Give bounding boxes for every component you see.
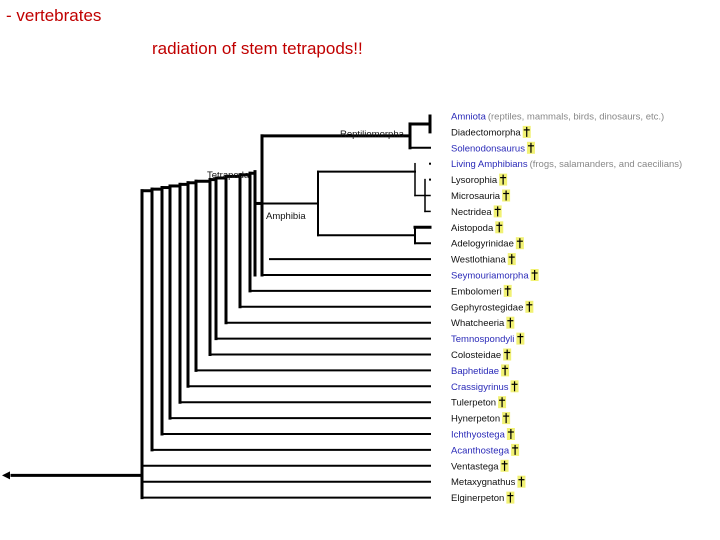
taxon-label-15: Colosteidae — [451, 350, 501, 361]
taxon-label-3: Living Amphibians — [451, 159, 528, 170]
taxon-label-4: Lysorophia — [451, 175, 498, 186]
taxon-label-23: Metaxygnathus — [451, 477, 516, 488]
slide-heading: - vertebrates — [6, 6, 102, 25]
clade-label-tetrapoda: Tetrapoda — [207, 170, 250, 181]
taxon-label-22: Ventastega — [451, 461, 499, 472]
clade-label-reptiliomorpha: Reptiliomorpha — [340, 129, 405, 140]
taxon-label-6: Nectridea — [451, 207, 492, 218]
taxon-label-5: Microsauria — [451, 191, 501, 202]
taxon-label-12: Gephyrostegidae — [451, 302, 523, 313]
taxon-label-9: Westlothiana — [451, 255, 506, 266]
taxon-label-14: Temnospondyli — [451, 334, 514, 345]
taxon-label-0: Amniota — [451, 112, 487, 123]
taxon-label-16: Baphetidae — [451, 366, 499, 377]
taxon-label-13: Whatcheeria — [451, 318, 505, 329]
root-arrow-icon — [2, 471, 10, 480]
taxon-label-11: Embolomeri — [451, 286, 502, 297]
taxon-note-0: (reptiles, mammals, birds, dinosaurs, et… — [488, 112, 664, 123]
taxon-label-21: Acanthostega — [451, 445, 510, 456]
clade-label-amphibia: Amphibia — [266, 211, 306, 222]
taxon-label-24: Elginerpeton — [451, 493, 504, 504]
taxon-label-17: Crassigyrinus — [451, 382, 509, 393]
taxon-label-8: Adelogyrinidae — [451, 239, 514, 250]
taxon-label-20: Ichthyostega — [451, 430, 506, 441]
slide-subtitle: radiation of stem tetrapods!! — [152, 39, 363, 58]
taxon-label-2: Solenodonsaurus — [451, 143, 525, 154]
taxon-label-18: Tulerpeton — [451, 398, 496, 409]
taxon-label-10: Seymouriamorpha — [451, 271, 529, 282]
taxon-label-19: Hynerpeton — [451, 414, 500, 425]
taxon-label-1: Diadectomorpha — [451, 127, 521, 138]
taxon-note-3: (frogs, salamanders, and caecilians) — [530, 159, 683, 170]
taxon-label-7: Aistopoda — [451, 223, 494, 234]
